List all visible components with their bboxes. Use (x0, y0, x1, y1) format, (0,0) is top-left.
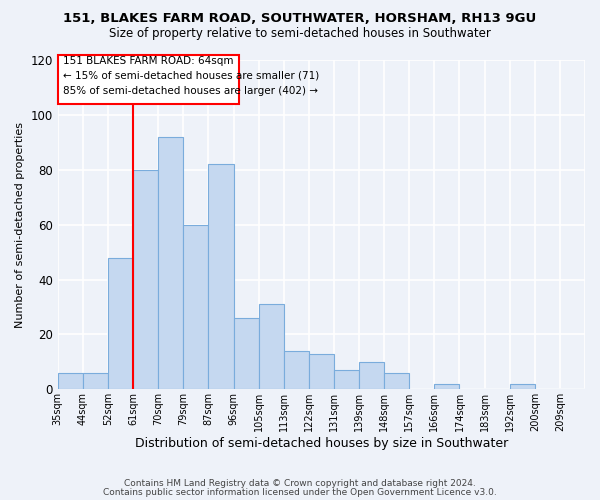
Bar (509, 384, 535, 390)
Bar (284, 351, 309, 390)
Bar (83, 373, 108, 390)
Bar (309, 354, 334, 390)
Bar (58, 373, 83, 390)
Bar (158, 137, 184, 390)
Text: Contains public sector information licensed under the Open Government Licence v3: Contains public sector information licen… (103, 488, 497, 497)
X-axis label: Distribution of semi-detached houses by size in Southwater: Distribution of semi-detached houses by … (135, 437, 508, 450)
Y-axis label: Number of semi-detached properties: Number of semi-detached properties (15, 122, 25, 328)
Bar (359, 362, 384, 390)
Bar (259, 304, 284, 390)
Bar (208, 164, 233, 390)
Text: 151 BLAKES FARM ROAD: 64sqm
← 15% of semi-detached houses are smaller (71)
85% o: 151 BLAKES FARM ROAD: 64sqm ← 15% of sem… (63, 56, 319, 96)
Text: Contains HM Land Registry data © Crown copyright and database right 2024.: Contains HM Land Registry data © Crown c… (124, 478, 476, 488)
Text: 151, BLAKES FARM ROAD, SOUTHWATER, HORSHAM, RH13 9GU: 151, BLAKES FARM ROAD, SOUTHWATER, HORSH… (64, 12, 536, 26)
Text: Size of property relative to semi-detached houses in Southwater: Size of property relative to semi-detach… (109, 28, 491, 40)
FancyBboxPatch shape (58, 54, 239, 104)
Bar (133, 170, 158, 390)
Bar (434, 384, 460, 390)
Bar (384, 373, 409, 390)
Bar (108, 258, 133, 390)
Bar (184, 224, 208, 390)
Bar (233, 318, 259, 390)
Bar (334, 370, 359, 390)
